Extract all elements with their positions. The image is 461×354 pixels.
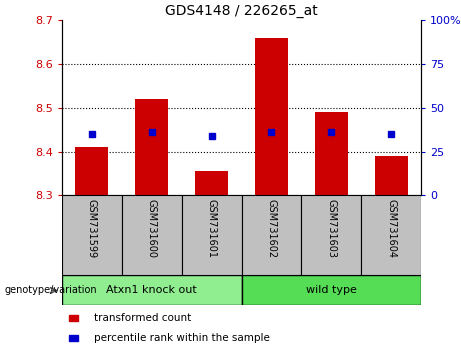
Bar [76, 147, 108, 195]
Bar [69, 335, 78, 341]
Text: GSM731601: GSM731601 [207, 199, 217, 258]
Bar [315, 112, 348, 195]
Text: percentile rank within the sample: percentile rank within the sample [95, 333, 270, 343]
Bar [62, 275, 242, 306]
Bar [361, 195, 421, 275]
Text: GSM731603: GSM731603 [326, 199, 336, 258]
Bar [242, 195, 301, 275]
Text: genotype/variation: genotype/variation [5, 285, 97, 296]
Text: GSM731600: GSM731600 [147, 199, 157, 258]
Text: transformed count: transformed count [95, 313, 192, 323]
Text: GSM731599: GSM731599 [87, 199, 97, 258]
Bar [301, 195, 361, 275]
Bar [195, 171, 228, 195]
Bar [62, 195, 122, 275]
Bar [255, 38, 288, 195]
Bar [135, 99, 168, 195]
Bar [182, 195, 242, 275]
Text: GSM731602: GSM731602 [266, 199, 277, 258]
Text: wild type: wild type [306, 285, 357, 296]
Title: GDS4148 / 226265_at: GDS4148 / 226265_at [165, 4, 318, 18]
Text: Atxn1 knock out: Atxn1 knock out [106, 285, 197, 296]
Bar [69, 315, 78, 321]
Bar [375, 156, 408, 195]
Bar [242, 275, 421, 306]
Text: GSM731604: GSM731604 [386, 199, 396, 258]
Bar [122, 195, 182, 275]
